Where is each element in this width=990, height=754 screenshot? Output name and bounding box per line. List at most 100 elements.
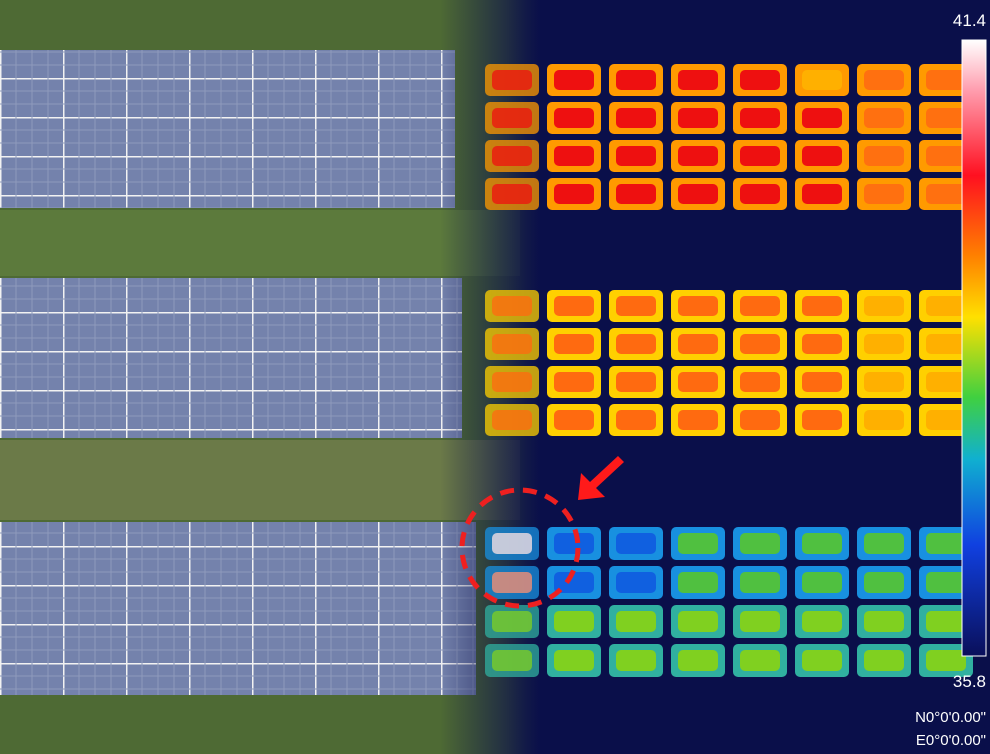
thermal-core <box>864 296 904 316</box>
thermal-core <box>926 533 966 554</box>
thermal-core <box>926 146 966 166</box>
thermal-core <box>678 146 718 166</box>
thermal-core <box>864 70 904 90</box>
thermal-core <box>864 533 904 554</box>
thermal-core <box>554 410 594 430</box>
panel-row <box>0 278 462 438</box>
thermal-core <box>554 572 594 593</box>
thermal-core <box>678 533 718 554</box>
thermal-core <box>616 184 656 204</box>
thermal-core <box>492 146 532 166</box>
thermal-core <box>554 611 594 632</box>
thermal-core <box>492 611 532 632</box>
thermal-core <box>864 184 904 204</box>
thermal-core <box>616 611 656 632</box>
thermal-core <box>678 611 718 632</box>
thermal-core <box>864 611 904 632</box>
thermal-core <box>492 572 532 593</box>
grass-strip <box>0 440 520 520</box>
hotspot-circle <box>459 487 581 609</box>
thermal-core <box>802 372 842 392</box>
thermal-core <box>616 410 656 430</box>
thermal-core <box>864 410 904 430</box>
thermal-core <box>492 108 532 128</box>
thermal-core <box>492 334 532 354</box>
thermal-core <box>802 108 842 128</box>
thermal-core <box>616 334 656 354</box>
thermal-core <box>554 296 594 316</box>
thermal-core <box>802 334 842 354</box>
thermal-core <box>678 650 718 671</box>
thermal-core <box>616 296 656 316</box>
thermal-core <box>616 70 656 90</box>
thermal-core <box>554 184 594 204</box>
thermal-core <box>740 410 780 430</box>
thermal-core <box>802 650 842 671</box>
thermal-core <box>554 146 594 166</box>
thermal-core <box>492 184 532 204</box>
thermal-core <box>492 650 532 671</box>
panel-row <box>0 522 476 695</box>
thermal-core <box>802 572 842 593</box>
thermal-core <box>802 410 842 430</box>
thermal-core <box>864 572 904 593</box>
thermal-core <box>802 611 842 632</box>
thermal-core <box>678 334 718 354</box>
thermal-core <box>740 108 780 128</box>
thermal-core <box>554 334 594 354</box>
thermal-core <box>926 108 966 128</box>
thermal-core <box>678 108 718 128</box>
thermal-core <box>864 334 904 354</box>
thermal-core <box>616 372 656 392</box>
thermal-core <box>554 108 594 128</box>
latitude: N0°0'0.00" <box>915 709 986 726</box>
thermal-core <box>802 184 842 204</box>
thermal-core <box>492 372 532 392</box>
thermal-core <box>616 533 656 554</box>
thermal-core <box>492 70 532 90</box>
thermal-core <box>802 146 842 166</box>
thermal-core <box>554 372 594 392</box>
thermal-core <box>492 296 532 316</box>
thermal-core <box>678 572 718 593</box>
thermal-core <box>740 611 780 632</box>
thermal-core <box>616 146 656 166</box>
thermal-core <box>926 611 966 632</box>
thermal-core <box>740 184 780 204</box>
thermal-core <box>740 334 780 354</box>
thermal-core <box>554 533 594 554</box>
thermal-core <box>554 650 594 671</box>
thermal-core <box>926 296 966 316</box>
thermal-core <box>926 410 966 430</box>
thermal-core <box>864 108 904 128</box>
thermal-core <box>740 296 780 316</box>
color-scale <box>961 39 987 657</box>
longitude: E0°0'0.00" <box>916 732 986 749</box>
thermal-core <box>864 650 904 671</box>
thermal-core <box>616 572 656 593</box>
scale-max: 41.4 <box>953 11 986 30</box>
thermal-core <box>678 296 718 316</box>
thermal-core <box>740 372 780 392</box>
thermal-core <box>492 533 532 554</box>
thermal-core <box>554 70 594 90</box>
thermal-core <box>616 650 656 671</box>
thermal-core <box>678 70 718 90</box>
thermal-core <box>802 296 842 316</box>
thermal-core <box>864 146 904 166</box>
thermal-core <box>740 146 780 166</box>
thermal-core <box>678 372 718 392</box>
thermal-core <box>926 70 966 90</box>
thermal-core <box>678 184 718 204</box>
thermal-core <box>802 533 842 554</box>
thermal-cells <box>485 64 973 677</box>
thermal-core <box>926 372 966 392</box>
thermal-core <box>926 334 966 354</box>
thermal-core <box>492 410 532 430</box>
grass-strip <box>0 210 520 276</box>
thermal-core <box>926 650 966 671</box>
thermal-core <box>740 533 780 554</box>
thermal-core <box>740 650 780 671</box>
